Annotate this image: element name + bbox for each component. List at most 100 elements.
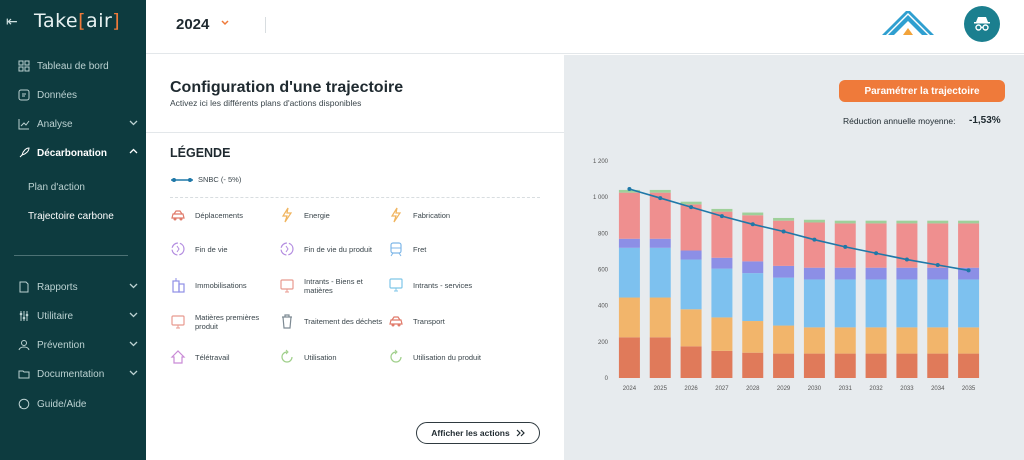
top-header: 2024 xyxy=(146,0,1024,54)
sidebar-item-prevention[interactable]: Prévention xyxy=(18,336,140,354)
x-tick-label: 2035 xyxy=(962,386,976,392)
report-icon xyxy=(19,281,29,293)
sidebar-item-decarbonation[interactable]: Décarbonation xyxy=(18,144,140,162)
bar-segment xyxy=(803,267,825,280)
bar-segment xyxy=(711,257,733,269)
sidebar-item-label: Analyse xyxy=(37,118,73,130)
legend-item: Fin de vie du produit xyxy=(279,241,387,257)
y-tick-label: 0 xyxy=(605,376,609,382)
x-tick-label: 2032 xyxy=(869,386,883,392)
bar-segment xyxy=(927,353,949,378)
bar-segment xyxy=(927,267,949,280)
dashed-divider xyxy=(170,197,540,198)
legend-label: Immobilisations xyxy=(195,280,247,290)
x-tick-label: 2029 xyxy=(777,386,791,392)
legend-item: Fret xyxy=(388,241,496,257)
trajectory-point xyxy=(966,268,971,273)
sidebar-item-analyse[interactable]: Analyse xyxy=(18,115,140,133)
chevron-down-icon xyxy=(129,120,138,126)
show-actions-button[interactable]: Afficher les actions xyxy=(416,422,540,444)
bar-segment xyxy=(927,279,949,328)
monitor-icon xyxy=(171,315,185,329)
bar-segment xyxy=(958,267,980,280)
trajectory-chart: 0 200 400 600 800 1 000 1 200 2024 2025 2026 2027 2… xyxy=(593,159,980,392)
lightning-icon xyxy=(281,207,293,223)
sidebar-item-donnees[interactable]: Données xyxy=(18,86,140,104)
sidebar-item-utilitaire[interactable]: Utilitaire xyxy=(18,307,140,325)
sidebar-divider xyxy=(14,255,128,256)
sidebar-item-documentation[interactable]: Documentation xyxy=(18,365,140,383)
sidebar-item-rapports[interactable]: Rapports xyxy=(18,278,140,296)
bar-segment xyxy=(680,259,702,310)
bar-segment xyxy=(896,327,918,354)
sidebar-item-guide-aide[interactable]: Guide/Aide xyxy=(18,395,140,413)
bar-segment xyxy=(618,337,640,378)
bar-segment xyxy=(803,353,825,378)
bar-segment xyxy=(773,217,795,221)
bar-segment xyxy=(865,223,887,268)
collapse-sidebar-icon[interactable]: ⇤ xyxy=(6,13,18,29)
rocket-icon xyxy=(19,147,30,158)
bar-segment xyxy=(742,215,764,262)
data-icon xyxy=(18,89,30,101)
bar-segment xyxy=(865,267,887,280)
sidebar-item-label: Guide/Aide xyxy=(37,398,87,410)
bar-segment xyxy=(958,220,980,224)
legend-item: Immobilisations xyxy=(170,277,278,293)
chevron-up-icon xyxy=(129,148,138,154)
recycle-icon xyxy=(280,242,294,256)
trajectory-config-panel: Configuration d'une trajectoire Activez … xyxy=(146,55,564,460)
configure-trajectory-button[interactable]: Paramétrer la trajectoire xyxy=(839,80,1005,102)
bar-segment xyxy=(773,325,795,354)
bar-segment xyxy=(803,327,825,354)
bar-segment xyxy=(742,261,764,274)
bar-segment xyxy=(958,353,980,378)
sidebar-item-label: Données xyxy=(37,89,78,101)
bar-segment xyxy=(773,265,795,278)
legend-label: Fin de vie xyxy=(195,244,228,254)
bar-segment xyxy=(803,219,825,223)
trajectory-point xyxy=(750,222,755,227)
bar-segment xyxy=(773,277,795,326)
y-tick-label: 600 xyxy=(598,268,609,274)
bar-segment xyxy=(834,279,856,328)
x-tick-label: 2030 xyxy=(808,386,822,392)
home-icon xyxy=(170,350,186,364)
sidebar-item-label: Documentation xyxy=(37,368,105,380)
bar-segment xyxy=(834,267,856,280)
chevron-down-icon[interactable] xyxy=(220,17,230,27)
legend-item: Fin de vie xyxy=(170,241,278,257)
bar-segment xyxy=(680,204,702,251)
legend-label: Fret xyxy=(413,244,427,254)
bar-segment xyxy=(927,327,949,354)
sidebar-subitem-plan-action[interactable]: Plan d'action xyxy=(28,182,85,193)
user-menu-button[interactable] xyxy=(964,6,1000,42)
x-tick-label: 2033 xyxy=(900,386,914,392)
bar-segment xyxy=(618,297,640,338)
bar-segment xyxy=(649,297,671,338)
legend-item: Utilisation du produit xyxy=(388,349,496,365)
sidebar-subitem-trajectoire-carbone[interactable]: Trajectoire carbone xyxy=(28,211,114,222)
y-tick-label: 1 200 xyxy=(593,159,609,165)
legend-label: Fabrication xyxy=(413,210,451,220)
bar-segment xyxy=(711,208,733,212)
double-chevron-right-icon xyxy=(516,429,525,437)
sidebar-item-label: Tableau de bord xyxy=(37,60,109,72)
bar-segment xyxy=(680,250,702,260)
legend-item: Intrants - Biens et matières xyxy=(279,277,387,295)
bar-segment xyxy=(865,327,887,354)
chart-line-icon xyxy=(18,119,30,130)
bar-segment xyxy=(742,212,764,216)
x-tick-label: 2025 xyxy=(654,386,668,392)
legend-label: Fin de vie du produit xyxy=(304,244,372,254)
trajectory-point xyxy=(781,229,786,234)
sidebar-item-tableau-de-bord[interactable]: Tableau de bord xyxy=(18,57,140,75)
trajectory-point xyxy=(658,196,663,201)
bar-segment xyxy=(865,220,887,224)
bar-segment xyxy=(834,327,856,354)
y-tick-label: 800 xyxy=(598,231,609,237)
company-logo xyxy=(882,11,934,35)
sidebar: ⇤ Take[air] Tableau de bord Données Anal… xyxy=(0,0,146,460)
bar-segment xyxy=(958,279,980,328)
year-selector[interactable]: 2024 xyxy=(176,16,210,33)
